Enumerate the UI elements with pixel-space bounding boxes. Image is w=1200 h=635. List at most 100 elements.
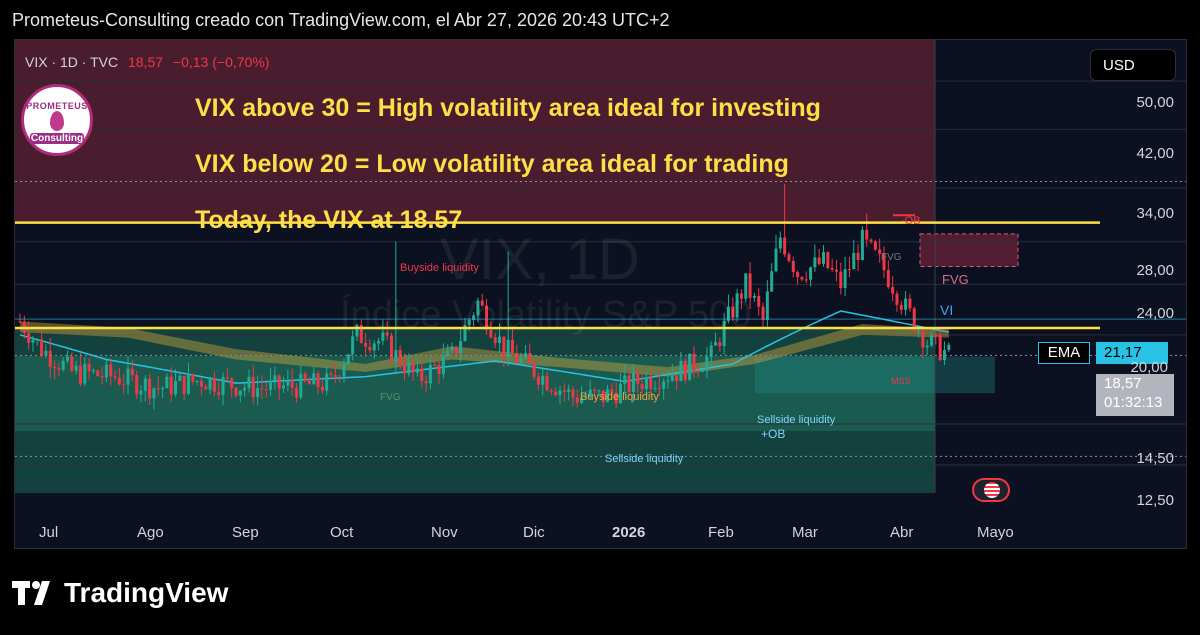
- countdown-timer: 01:32:13: [1104, 394, 1163, 411]
- candle-body-105: [472, 315, 476, 321]
- anno-fvg-top: FVG: [881, 252, 902, 263]
- y-tick-28: 28,00: [1136, 262, 1174, 279]
- chart-canvas[interactable]: [15, 40, 1187, 549]
- currency-button[interactable]: USD: [1090, 49, 1176, 81]
- candle-body-181: [800, 277, 804, 280]
- flame-icon: [50, 111, 64, 131]
- candle-body-50: [234, 387, 238, 396]
- candle-body-172: [761, 306, 765, 320]
- candle-body-11: [66, 356, 70, 361]
- candle-body-114: [510, 339, 514, 354]
- headline-low-vol: VIX below 20 = Low volatility area ideal…: [195, 150, 789, 178]
- candle-body-74: [338, 376, 342, 378]
- candle-body-17: [91, 370, 95, 372]
- candle-body-59: [273, 375, 277, 381]
- candle-body-165: [731, 306, 735, 318]
- candle-body-32: [156, 388, 160, 390]
- candle-body-70: [320, 387, 324, 391]
- candle-body-120: [536, 376, 540, 385]
- candle-body-38: [182, 375, 186, 394]
- anno-sellside-liquidity-1: Sellside liquidity: [757, 414, 836, 426]
- y-tick-24: 24,00: [1136, 305, 1174, 322]
- candle-body-77: [351, 336, 355, 355]
- candle-body-188: [830, 268, 834, 270]
- candle-body-202: [891, 287, 895, 294]
- candle-body-84: [381, 332, 385, 341]
- candle-body-107: [480, 300, 484, 306]
- candle-body-182: [804, 279, 808, 281]
- candle-body-144: [640, 384, 644, 390]
- candle-body-58: [269, 380, 273, 390]
- candle-body-153: [679, 360, 683, 382]
- y-tick-50: 50,00: [1136, 94, 1174, 111]
- candle-body-112: [502, 336, 506, 358]
- candle-body-193: [852, 252, 856, 270]
- candle-body-173: [765, 291, 769, 320]
- candle-body-149: [662, 381, 666, 389]
- candle-body-157: [696, 370, 700, 372]
- candle-body-71: [325, 373, 329, 391]
- candle-body-142: [631, 373, 635, 392]
- candle-body-16: [87, 363, 91, 372]
- candle-body-148: [657, 387, 661, 389]
- candle-body-33: [161, 388, 165, 390]
- candle-body-130: [580, 397, 584, 403]
- y-tick-34: 34,00: [1136, 205, 1174, 222]
- candle-body-200: [882, 253, 886, 271]
- chart-panel[interactable]: VIX · 1D · TVC 18,57 −0,13 (−0,70%) USD …: [14, 39, 1187, 549]
- candle-body-54: [251, 376, 255, 398]
- us-flag-icon[interactable]: [972, 478, 1010, 502]
- candle-body-95: [428, 364, 432, 384]
- candle-body-10: [61, 360, 65, 370]
- candle-body-215: [947, 344, 951, 351]
- symbol-legend[interactable]: VIX · 1D · TVC 18,57 −0,13 (−0,70%): [25, 54, 269, 70]
- candle-body-212: [934, 335, 938, 337]
- candle-body-41: [195, 380, 199, 382]
- candle-body-72: [329, 373, 333, 376]
- candle-body-189: [834, 269, 838, 272]
- y-tick-42: 42,00: [1136, 145, 1174, 162]
- candle-body-88: [398, 350, 402, 366]
- candle-body-133: [593, 389, 597, 392]
- x-tick-nov: Nov: [431, 524, 458, 541]
- candle-body-156: [692, 353, 696, 371]
- candle-body-45: [212, 378, 216, 392]
- candle-body-42: [199, 380, 203, 387]
- candle-body-106: [476, 300, 480, 316]
- candle-body-13: [74, 365, 78, 371]
- candle-body-127: [567, 389, 571, 392]
- candle-body-158: [701, 370, 705, 372]
- candle-body-122: [545, 375, 549, 391]
- candle-body-161: [714, 342, 718, 346]
- tradingview-footer: TradingView: [12, 577, 228, 609]
- candle-body-14: [78, 365, 82, 384]
- candle-body-20: [104, 364, 108, 378]
- candle-body-194: [856, 252, 860, 260]
- candle-body-167: [739, 293, 743, 299]
- logo-bottom-text: Consulting: [30, 133, 84, 144]
- anno-buyside-liquidity-2: Buyside liquidity: [580, 391, 659, 403]
- y-tick-14-5: 14,50: [1136, 450, 1174, 467]
- x-tick-oct: Oct: [330, 524, 354, 541]
- candle-body-56: [260, 388, 264, 390]
- candle-body-81: [368, 346, 372, 351]
- candle-body-129: [575, 397, 579, 403]
- candle-body-28: [139, 390, 143, 395]
- candle-body-113: [506, 339, 510, 358]
- candle-body-187: [826, 252, 830, 269]
- candle-body-141: [627, 375, 631, 392]
- anno-vi: VI: [940, 302, 954, 318]
- candle-body-51: [238, 390, 242, 396]
- candle-body-65: [299, 373, 303, 398]
- candle-body-111: [498, 336, 502, 344]
- candle-body-136: [606, 389, 610, 403]
- candle-body-26: [130, 368, 134, 376]
- candle-body-208: [917, 330, 921, 332]
- candle-body-52: [243, 387, 247, 391]
- candle-body-155: [688, 353, 692, 381]
- headline-today: Today, the VIX at 18.57: [195, 206, 463, 234]
- candle-body-119: [532, 362, 536, 377]
- candle-body-44: [208, 378, 212, 390]
- ema-line: [19, 310, 949, 384]
- candle-body-131: [584, 396, 588, 398]
